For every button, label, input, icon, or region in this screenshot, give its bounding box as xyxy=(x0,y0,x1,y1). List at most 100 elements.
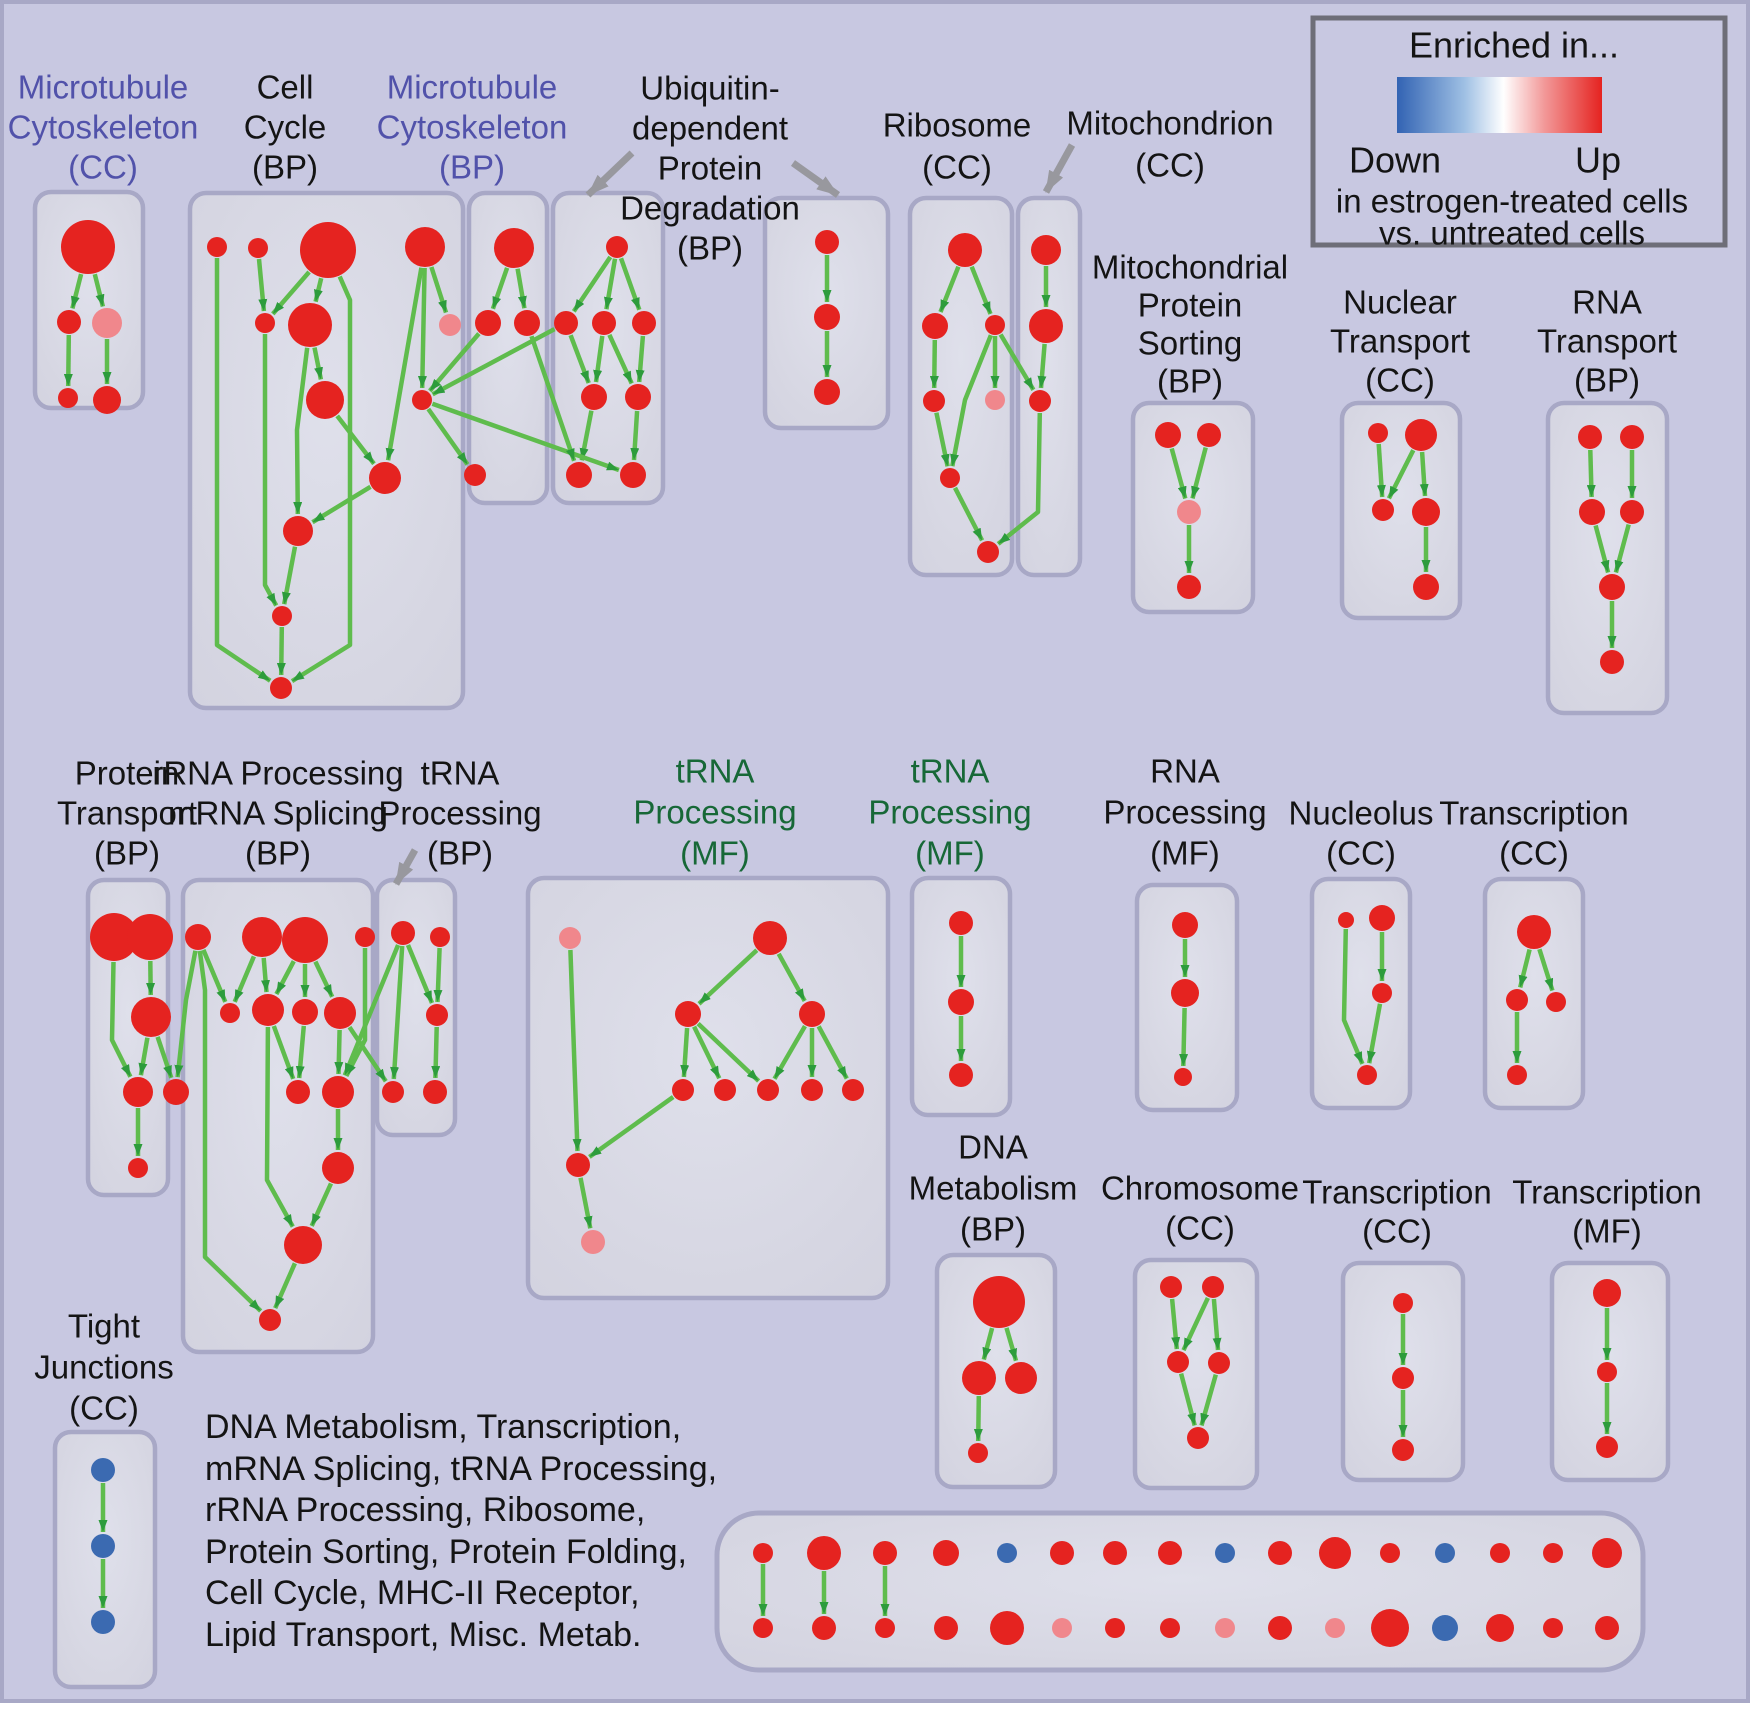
hierarchy-edge-arrow xyxy=(312,347,324,380)
hierarchy-edge-arrow xyxy=(342,944,401,1077)
go-term-node-nucleolus-K4 xyxy=(1357,1065,1377,1085)
cluster-label-nuclear_transport: Nuclear xyxy=(1343,284,1457,321)
hierarchy-edge-arrow xyxy=(1376,443,1386,498)
go-term-node-ub_bp-p xyxy=(554,311,578,335)
cluster-label-nucleolus: (CC) xyxy=(1326,835,1396,872)
go-term-node-cell_cycle-b xyxy=(248,238,268,258)
hierarchy-edge-arrow xyxy=(998,333,1036,391)
panel-node-top-16 xyxy=(1592,1538,1622,1568)
go-term-node-transcription_cc_r2-L4 xyxy=(1507,1065,1527,1085)
hierarchy-edge-arrow xyxy=(431,401,620,473)
panel-node-bottom-8 xyxy=(1160,1618,1180,1638)
go-term-node-trna_mf1-GL xyxy=(675,1001,701,1027)
cluster-label-mt_bp: Cytoskeleton xyxy=(377,109,568,146)
cluster-label-cell_cycle: Cell xyxy=(257,69,314,106)
go-term-node-protein_transport-PT3 xyxy=(131,997,171,1037)
go-term-node-rrna-S8 xyxy=(324,997,356,1029)
cluster-label-tight_junctions: Junctions xyxy=(34,1349,173,1386)
cluster-label-cell_cycle: Cycle xyxy=(244,109,327,146)
go-term-node-rna_transport-Q3 xyxy=(1579,499,1605,525)
hierarchy-edge-arrow xyxy=(929,339,939,389)
go-term-node-ub_bp-q xyxy=(592,311,616,335)
go-term-node-chromosome-C3 xyxy=(1167,1351,1189,1373)
go-term-node-cell_cycle-j xyxy=(369,462,401,494)
cluster-label-tight_junctions: (CC) xyxy=(69,1390,139,1427)
go-term-node-ub_chain-c2 xyxy=(814,304,840,330)
cluster-label-dna_met: Metabolism xyxy=(909,1170,1078,1207)
cluster-label-rna_proc_mf: RNA xyxy=(1150,753,1220,790)
cluster-label-ribosome: Ribosome xyxy=(883,107,1032,144)
go-term-node-mt_cc-n3 xyxy=(92,308,122,338)
hierarchy-edge-arrow xyxy=(969,265,993,315)
go-term-node-ub_chain-c1 xyxy=(815,230,839,254)
go-term-node-dna_met-D4 xyxy=(968,1443,988,1463)
hierarchy-edge-arrow xyxy=(281,546,298,605)
cluster-box-ub_bp xyxy=(550,190,666,506)
go-term-node-cell_cycle-g xyxy=(439,314,461,336)
hierarchy-edge-arrow xyxy=(429,266,449,314)
cluster-label-protein_transport: Protein xyxy=(75,755,180,792)
cluster-label-transcription_cc_r2: Transcription xyxy=(1439,795,1629,832)
hierarchy-edge-arrow xyxy=(607,333,634,385)
hierarchy-edge-arrow xyxy=(603,258,618,310)
cluster-label-transcription_cc_b: Transcription xyxy=(1302,1174,1492,1211)
go-term-node-rrna-S5 xyxy=(220,1003,240,1023)
go-term-node-trna_mf2-H2 xyxy=(948,989,974,1015)
go-term-node-mt_cc-n2 xyxy=(57,310,81,334)
hierarchy-edge-arrow xyxy=(273,1262,297,1310)
cluster-label-rna_proc_mf: (MF) xyxy=(1150,835,1220,872)
hierarchy-edge-arrow xyxy=(934,412,950,467)
go-term-node-ub_bp-T xyxy=(606,236,628,258)
hierarchy-edge-arrow xyxy=(1181,1296,1210,1352)
hierarchy-edge-arrow xyxy=(568,334,591,384)
go-term-node-trna_mf1-GP2 xyxy=(581,1230,605,1254)
hierarchy-edge-arrow xyxy=(264,1026,295,1228)
go-term-node-mt_bp-C xyxy=(514,310,540,336)
panel-node-top-9 xyxy=(1215,1543,1235,1563)
hierarchy-edge-arrow xyxy=(1613,524,1631,574)
go-term-node-nuclear_transport-N5 xyxy=(1413,574,1439,600)
go-term-node-transcription_cc_b-E1 xyxy=(1393,1293,1413,1313)
misc-terms-panel-box xyxy=(714,1510,1646,1673)
panel-node-bottom-10 xyxy=(1268,1616,1292,1640)
hierarchy-edge-arrow xyxy=(261,957,271,993)
hierarchy-edge-arrow xyxy=(772,1024,807,1080)
hierarchy-edge-arrow xyxy=(696,1021,761,1083)
panel-node-bottom-3 xyxy=(875,1618,895,1638)
go-term-node-cell_cycle-d xyxy=(405,227,445,267)
go-term-node-ub_bp-r xyxy=(632,311,656,335)
footnote-line: mRNA Splicing, tRNA Processing, xyxy=(205,1450,717,1488)
go-term-node-trna_mf1-GC xyxy=(566,1153,590,1177)
hierarchy-edge-arrow xyxy=(571,255,613,313)
cluster-label-transcription_cc_r2: (CC) xyxy=(1499,835,1569,872)
hierarchy-edge-arrow xyxy=(1004,1327,1019,1362)
go-term-node-rna_proc_mf-J2 xyxy=(1171,979,1199,1007)
hierarchy-edge-arrow xyxy=(938,265,961,313)
go-term-node-transcription_cc_r2-L3 xyxy=(1546,992,1566,1012)
footnote-line: Lipid Transport, Misc. Metab. xyxy=(205,1616,642,1654)
panel-node-top-15 xyxy=(1543,1543,1563,1563)
hierarchy-edge-arrow xyxy=(390,945,405,1080)
go-term-node-mt_bp-B xyxy=(475,310,501,336)
go-term-node-rrna-S7 xyxy=(292,999,318,1025)
go-term-node-trna_mf1-GR xyxy=(799,1001,825,1027)
go-term-node-chromosome-C5 xyxy=(1187,1427,1209,1449)
go-term-node-cell_cycle-e xyxy=(255,313,275,333)
panel-node-bottom-15 xyxy=(1543,1618,1563,1638)
hierarchy-edge-arrow xyxy=(692,1025,722,1080)
legend-subtitle-2: vs. untreated cells xyxy=(1379,215,1645,252)
cluster-label-trna_bp: (BP) xyxy=(427,835,493,872)
hierarchy-edge-arrow xyxy=(1211,1298,1222,1351)
hierarchy-edge-arrow xyxy=(981,1327,995,1361)
go-term-node-nuclear_transport-N2 xyxy=(1405,419,1437,451)
go-term-node-trna_mf2-H1 xyxy=(949,911,973,935)
panel-node-bottom-13 xyxy=(1432,1615,1458,1641)
cluster-label-mito: Mitochondrion xyxy=(1066,105,1273,142)
cluster-box-nuclear_transport xyxy=(1339,400,1463,621)
go-term-node-trna_mf1-GB xyxy=(753,921,787,955)
hierarchy-edge-arrow xyxy=(776,952,807,1002)
hierarchy-edge-arrow xyxy=(63,334,73,387)
cluster-box-ribosome xyxy=(907,195,1015,578)
go-term-node-cell_cycle-l xyxy=(272,606,292,626)
